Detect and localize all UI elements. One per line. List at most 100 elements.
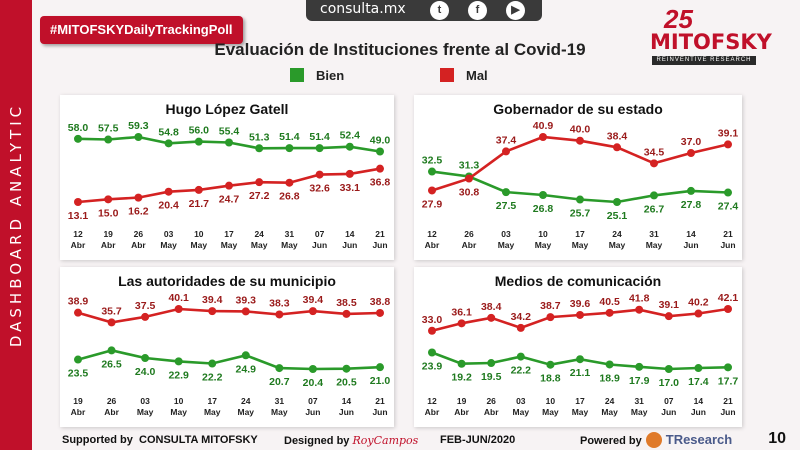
data-point: [457, 359, 466, 368]
tick-label-month: Jun: [372, 240, 387, 250]
data-point: [241, 351, 250, 360]
mitofsky-logo: 25 MITOFSKY REINVENTIVE RESEARCH: [650, 4, 772, 65]
data-point: [694, 309, 703, 318]
tick-label-month: May: [498, 240, 515, 250]
data-point: [664, 365, 673, 373]
tick-label-day: 14: [345, 229, 355, 239]
data-label: 39.1: [659, 299, 680, 311]
legend-mal: Mal: [440, 68, 488, 84]
data-label: 37.5: [135, 300, 156, 312]
tick-label-day: 26: [107, 396, 117, 406]
tick-label-day: 26: [464, 229, 474, 239]
tick-label-month: May: [609, 240, 626, 250]
data-label: 51.4: [309, 131, 330, 143]
tick-label-month: May: [137, 407, 154, 417]
facebook-icon[interactable]: f: [468, 1, 487, 20]
data-label: 19.2: [451, 372, 472, 384]
data-label: 39.4: [202, 294, 223, 306]
supported-name: CONSULTA MITOFSKY: [139, 434, 258, 446]
data-point: [104, 195, 113, 204]
designed-label: Designed by: [284, 435, 350, 447]
hashtag-badge[interactable]: #MITOFSKYDailyTrackingPoll: [40, 16, 243, 44]
data-label: 42.1: [718, 292, 739, 304]
tick-label-day: 17: [575, 396, 585, 406]
data-label: 27.9: [422, 198, 443, 210]
data-label: 39.4: [303, 294, 324, 306]
tick-label-month: Abr: [104, 407, 119, 417]
tick-label-month: May: [204, 407, 221, 417]
supported-label: Supported by: [62, 434, 133, 446]
data-point: [141, 312, 150, 321]
data-label: 23.9: [422, 361, 443, 373]
data-point: [164, 187, 173, 196]
footer-designed: Designed by RoyCampos: [284, 434, 418, 447]
data-label: 27.4: [718, 201, 739, 213]
data-label: 56.0: [189, 125, 210, 137]
data-label: 32.6: [309, 183, 330, 195]
data-point: [428, 348, 436, 357]
data-point: [141, 354, 150, 363]
tick-label-month: Jun: [339, 407, 354, 417]
data-point: [285, 178, 294, 187]
tick-label-month: Abr: [71, 407, 86, 417]
data-point: [687, 149, 695, 158]
tick-label-day: 26: [486, 396, 496, 406]
data-label: 36.1: [451, 306, 472, 318]
tick-label-day: 12: [427, 396, 437, 406]
tick-label-month: May: [542, 407, 559, 417]
tick-label-month: Abr: [131, 240, 146, 250]
data-point: [428, 186, 436, 195]
data-label: 26.7: [644, 203, 665, 215]
data-label: 23.5: [68, 368, 89, 380]
data-point: [225, 181, 233, 190]
data-label: 18.8: [540, 373, 561, 385]
footer-period: FEB-JUN/2020: [440, 434, 516, 446]
tick-label-month: Abr: [425, 407, 440, 417]
data-point: [255, 178, 264, 187]
side-label: DASHBOARD ANALYTIC: [7, 102, 25, 348]
data-label: 26.5: [101, 358, 122, 370]
logo-name: MITOFSKY: [650, 30, 772, 54]
data-point: [241, 307, 250, 316]
tick-label-day: 12: [427, 229, 437, 239]
data-label: 26.8: [533, 203, 554, 215]
tick-label-day: 03: [164, 229, 174, 239]
data-label: 20.4: [303, 377, 324, 389]
data-point: [174, 357, 183, 366]
data-point: [576, 355, 584, 364]
data-label: 37.4: [496, 134, 517, 146]
site-link[interactable]: consulta.mx: [320, 1, 406, 17]
series-line-bien: [77, 349, 381, 371]
tick-label-month: May: [281, 240, 298, 250]
data-label: 26.8: [279, 191, 300, 203]
twitter-icon[interactable]: t: [430, 1, 449, 20]
tick-label-day: 03: [516, 396, 526, 406]
data-label: 57.5: [98, 123, 119, 135]
data-label: 17.0: [659, 377, 680, 389]
tick-label-month: May: [251, 240, 268, 250]
youtube-icon[interactable]: ▶: [506, 1, 525, 20]
data-label: 58.0: [68, 122, 89, 134]
data-point: [457, 319, 466, 328]
data-label: 24.9: [236, 363, 257, 375]
data-point: [613, 143, 621, 152]
data-label: 55.4: [219, 125, 240, 137]
tick-label-day: 17: [224, 229, 234, 239]
data-label: 39.1: [718, 127, 739, 139]
side-banner: DASHBOARD ANALYTIC: [0, 0, 32, 450]
series-line-mal: [77, 307, 381, 324]
data-label: 40.5: [599, 296, 620, 308]
data-point: [516, 323, 525, 332]
data-label: 40.2: [688, 297, 709, 309]
data-label: 22.9: [168, 369, 189, 381]
tick-label-month: Jun: [720, 240, 735, 250]
tick-label-day: 14: [342, 396, 352, 406]
legend-bien-swatch: [290, 68, 304, 82]
tick-label-month: May: [160, 240, 177, 250]
tresearch-logo-icon: [645, 432, 662, 448]
chart-panel-gatell: Hugo López Gatell 58.0 57.5 59.3 54.8 56.0 55…: [60, 95, 394, 260]
data-label: 17.7: [718, 375, 739, 387]
tick-label-day: 07: [308, 396, 318, 406]
data-label: 38.9: [68, 296, 89, 308]
data-point: [376, 164, 384, 173]
